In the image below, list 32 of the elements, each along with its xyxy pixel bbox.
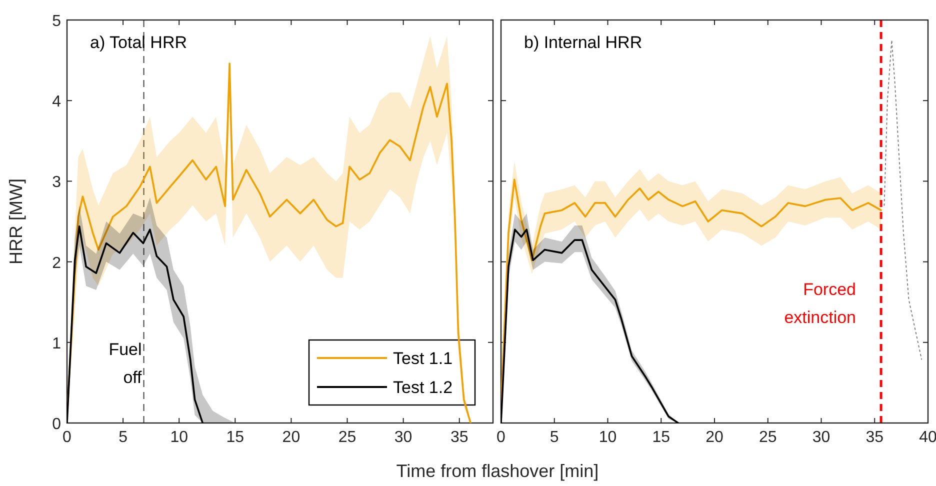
x-tick-label: 20 [706, 429, 724, 446]
y-tick-label: 5 [52, 13, 62, 30]
y-tick-label: 4 [52, 94, 62, 111]
x-axis-title: Time from flashover [min] [396, 461, 599, 481]
x-tick-label: 0 [62, 429, 72, 446]
x-tick-label: 20 [282, 429, 300, 446]
x-tick-label: 5 [550, 429, 559, 446]
x-tick-label: 15 [652, 429, 670, 446]
x-tick-label: 0 [496, 429, 506, 446]
x-tick-label: 10 [598, 429, 617, 446]
y-tick-label: 2 [52, 254, 62, 272]
x-tick-label: 5 [118, 429, 128, 446]
y-axis-title: HRR [MW] [6, 178, 26, 264]
x-tick-label: 30 [394, 429, 412, 446]
x-tick-label: 30 [812, 429, 830, 446]
legend-label: Test 1.1 [393, 349, 453, 368]
x-tick-label: 35 [450, 429, 468, 446]
x-tick-label: 25 [338, 429, 356, 446]
text: b) Internal HRR [524, 33, 642, 52]
x-tick-label: 10 [170, 429, 188, 446]
y-tick-label: 1 [52, 335, 62, 352]
x-tick-label: 25 [758, 429, 777, 446]
y-tick-label: 3 [52, 174, 62, 192]
x-tick-label: 35 [866, 429, 884, 446]
ref-line-label: Fuel off [108, 340, 142, 387]
x-tick-label: 15 [226, 429, 244, 446]
text: a) Total HRR [90, 33, 187, 52]
line-series [67, 225, 204, 423]
legend-label: Test 1.2 [393, 378, 453, 397]
x-tick-label: 40 [919, 429, 936, 446]
ref-line-label: Forced extinction [784, 280, 856, 327]
y-tick-label: 0 [52, 416, 62, 433]
